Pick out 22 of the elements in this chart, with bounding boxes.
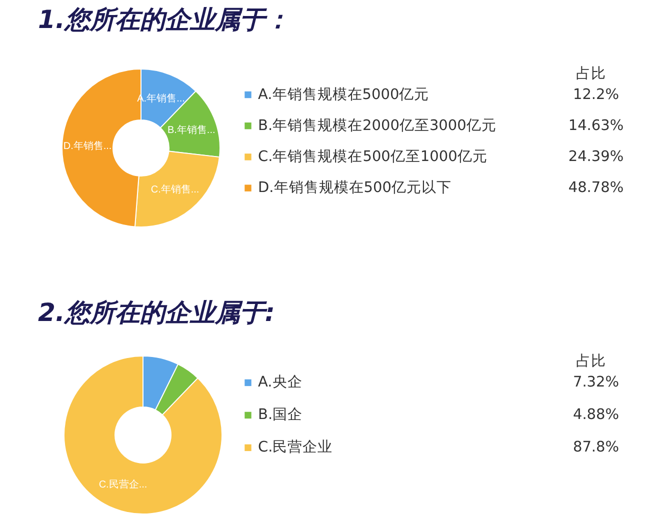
data-label: 48.78% xyxy=(568,180,624,196)
text: B.年销售... xyxy=(167,124,216,136)
legend-label: C.民营企业 xyxy=(258,438,333,456)
text: C.民营企... xyxy=(98,480,148,491)
legend-label: A.年销售规模在5000亿元 xyxy=(258,86,430,103)
chart-title: 1.您所在的企业属于： xyxy=(38,5,290,34)
legend-label: B.国企 xyxy=(258,406,303,424)
data-label: 4.88% xyxy=(572,407,620,424)
legend-label: D.年销售规模在500亿元以下 xyxy=(258,179,452,196)
data-label: 14.63% xyxy=(568,118,624,134)
data-label: 7.32% xyxy=(572,374,620,391)
text: C.年销售... xyxy=(150,184,200,196)
legend-title: 占比 xyxy=(576,64,606,82)
data-label: 87.8% xyxy=(572,440,620,456)
data-label: 12.2% xyxy=(572,86,620,103)
text: D.年销售... xyxy=(63,140,112,152)
chart-title: 2.您所在的企业属于: xyxy=(38,298,275,327)
legend-label: A.央企 xyxy=(258,374,302,391)
data-label: 24.39% xyxy=(568,148,624,165)
legend-label: B.年销售规模在2000亿至3000亿元 xyxy=(258,116,496,134)
legend-title: 占比 xyxy=(576,352,606,370)
legend-label: C.年销售规模在500亿至1000亿元 xyxy=(258,148,488,165)
